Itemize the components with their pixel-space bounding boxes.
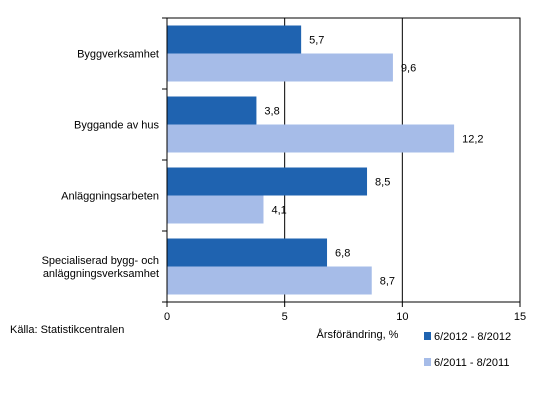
legend-swatch xyxy=(424,358,431,366)
category-label: Anläggningsarbeten xyxy=(61,191,159,203)
category-label: Byggande av hus xyxy=(74,120,160,132)
bar xyxy=(167,96,257,125)
legend-label: 6/2011 - 8/2011 xyxy=(434,357,509,369)
data-label: 8,7 xyxy=(380,276,395,288)
bar xyxy=(167,124,455,153)
legend-label: 6/2012 - 8/2012 xyxy=(434,331,511,343)
bar xyxy=(167,167,368,196)
x-tick-label: 0 xyxy=(164,311,170,323)
data-label: 3,8 xyxy=(264,106,279,118)
bar xyxy=(167,53,393,82)
bar xyxy=(167,238,328,267)
data-label: 5,7 xyxy=(309,35,324,47)
x-tick-label: 5 xyxy=(282,311,288,323)
category-label: Specialiserad bygg- och anläggningsverksa… xyxy=(42,255,159,280)
x-tick-label: 10 xyxy=(396,311,408,323)
tick-labels: 0 5 10 15 xyxy=(164,311,526,323)
data-label: 9,6 xyxy=(401,63,416,75)
bars: 5,7 9,6 3,8 12,2 8,5 4,1 6,8 8,7 xyxy=(167,25,484,295)
bar xyxy=(167,195,264,224)
legend: 6/2012 - 8/2012 6/2011 - 8/2011 xyxy=(424,331,511,369)
category-labels: Byggverksamhet Byggande av hus Anläggnings… xyxy=(42,49,160,281)
legend-swatch xyxy=(424,332,431,340)
axes xyxy=(162,17,521,307)
bar xyxy=(167,266,372,295)
data-label: 4,1 xyxy=(271,205,286,217)
data-label: 12,2 xyxy=(462,134,483,146)
data-label: 8,5 xyxy=(375,177,390,189)
data-label: 6,8 xyxy=(335,248,350,260)
category-label: Byggverksamhet xyxy=(77,49,159,61)
source-note: Källa: Statistikcentralen xyxy=(10,324,125,336)
x-tick-label: 15 xyxy=(514,311,526,323)
x-axis-label: Årsförändring, % xyxy=(317,328,399,341)
bar xyxy=(167,25,302,54)
